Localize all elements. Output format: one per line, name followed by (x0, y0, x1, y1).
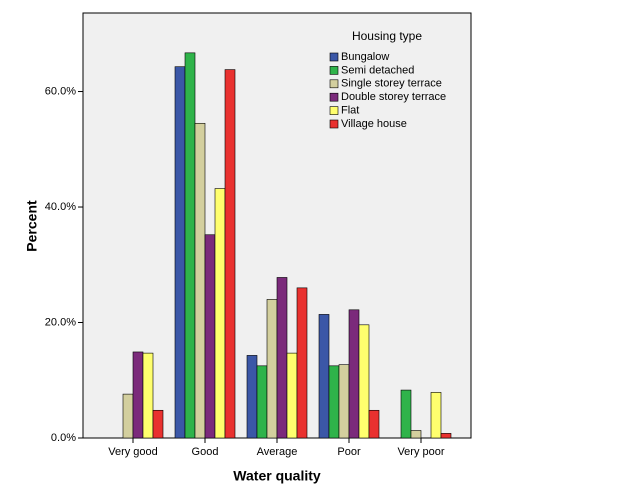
bar (430, 392, 442, 439)
x-axis-title: Water quality (233, 468, 321, 484)
legend-swatch (329, 66, 339, 75)
y-tick-label: 40.0% (45, 201, 76, 213)
x-tick-label: Very poor (397, 446, 444, 458)
bar (122, 393, 134, 439)
bar (328, 365, 340, 439)
legend-title: Housing type (352, 29, 422, 43)
legend-label: Flat (341, 105, 359, 117)
bar (214, 188, 226, 439)
legend-swatch (329, 92, 339, 102)
bar (152, 409, 164, 439)
legend-label: Village house (341, 118, 407, 130)
legend-swatch (329, 106, 339, 115)
bar (256, 365, 268, 439)
x-tick-label: Very good (108, 446, 158, 458)
bar (318, 314, 330, 439)
bar (204, 234, 216, 439)
y-tick-label: 20.0% (45, 316, 76, 328)
legend-label: Double storey terrace (341, 91, 446, 103)
bar (286, 352, 298, 439)
bar (410, 430, 422, 439)
bar (296, 287, 308, 439)
bar (266, 299, 278, 439)
y-tick-label: 0.0% (51, 432, 76, 444)
legend-swatch (329, 79, 339, 89)
legend-swatch (329, 119, 339, 129)
bar (440, 433, 452, 439)
x-tick-label: Good (192, 446, 219, 458)
legend-label: Single storey terrace (341, 78, 442, 90)
bar (276, 277, 288, 439)
y-axis-title: Percent (24, 200, 40, 252)
bar (142, 352, 154, 439)
x-tick-label: Poor (337, 446, 361, 458)
bar (368, 409, 380, 439)
bar (132, 351, 144, 439)
legend-swatch (329, 52, 339, 62)
legend-box (325, 25, 447, 132)
bar (358, 324, 370, 439)
bar (174, 66, 186, 439)
bar (224, 69, 236, 439)
legend-label: Semi detached (341, 64, 414, 76)
bar (348, 309, 360, 439)
bar (194, 122, 206, 439)
x-tick-label: Average (257, 446, 298, 458)
y-tick-label: 60.0% (45, 85, 76, 97)
bar (400, 389, 412, 439)
bar (184, 52, 196, 439)
bar (338, 364, 350, 439)
bar (246, 355, 258, 439)
legend-label: Bungalow (341, 51, 389, 63)
